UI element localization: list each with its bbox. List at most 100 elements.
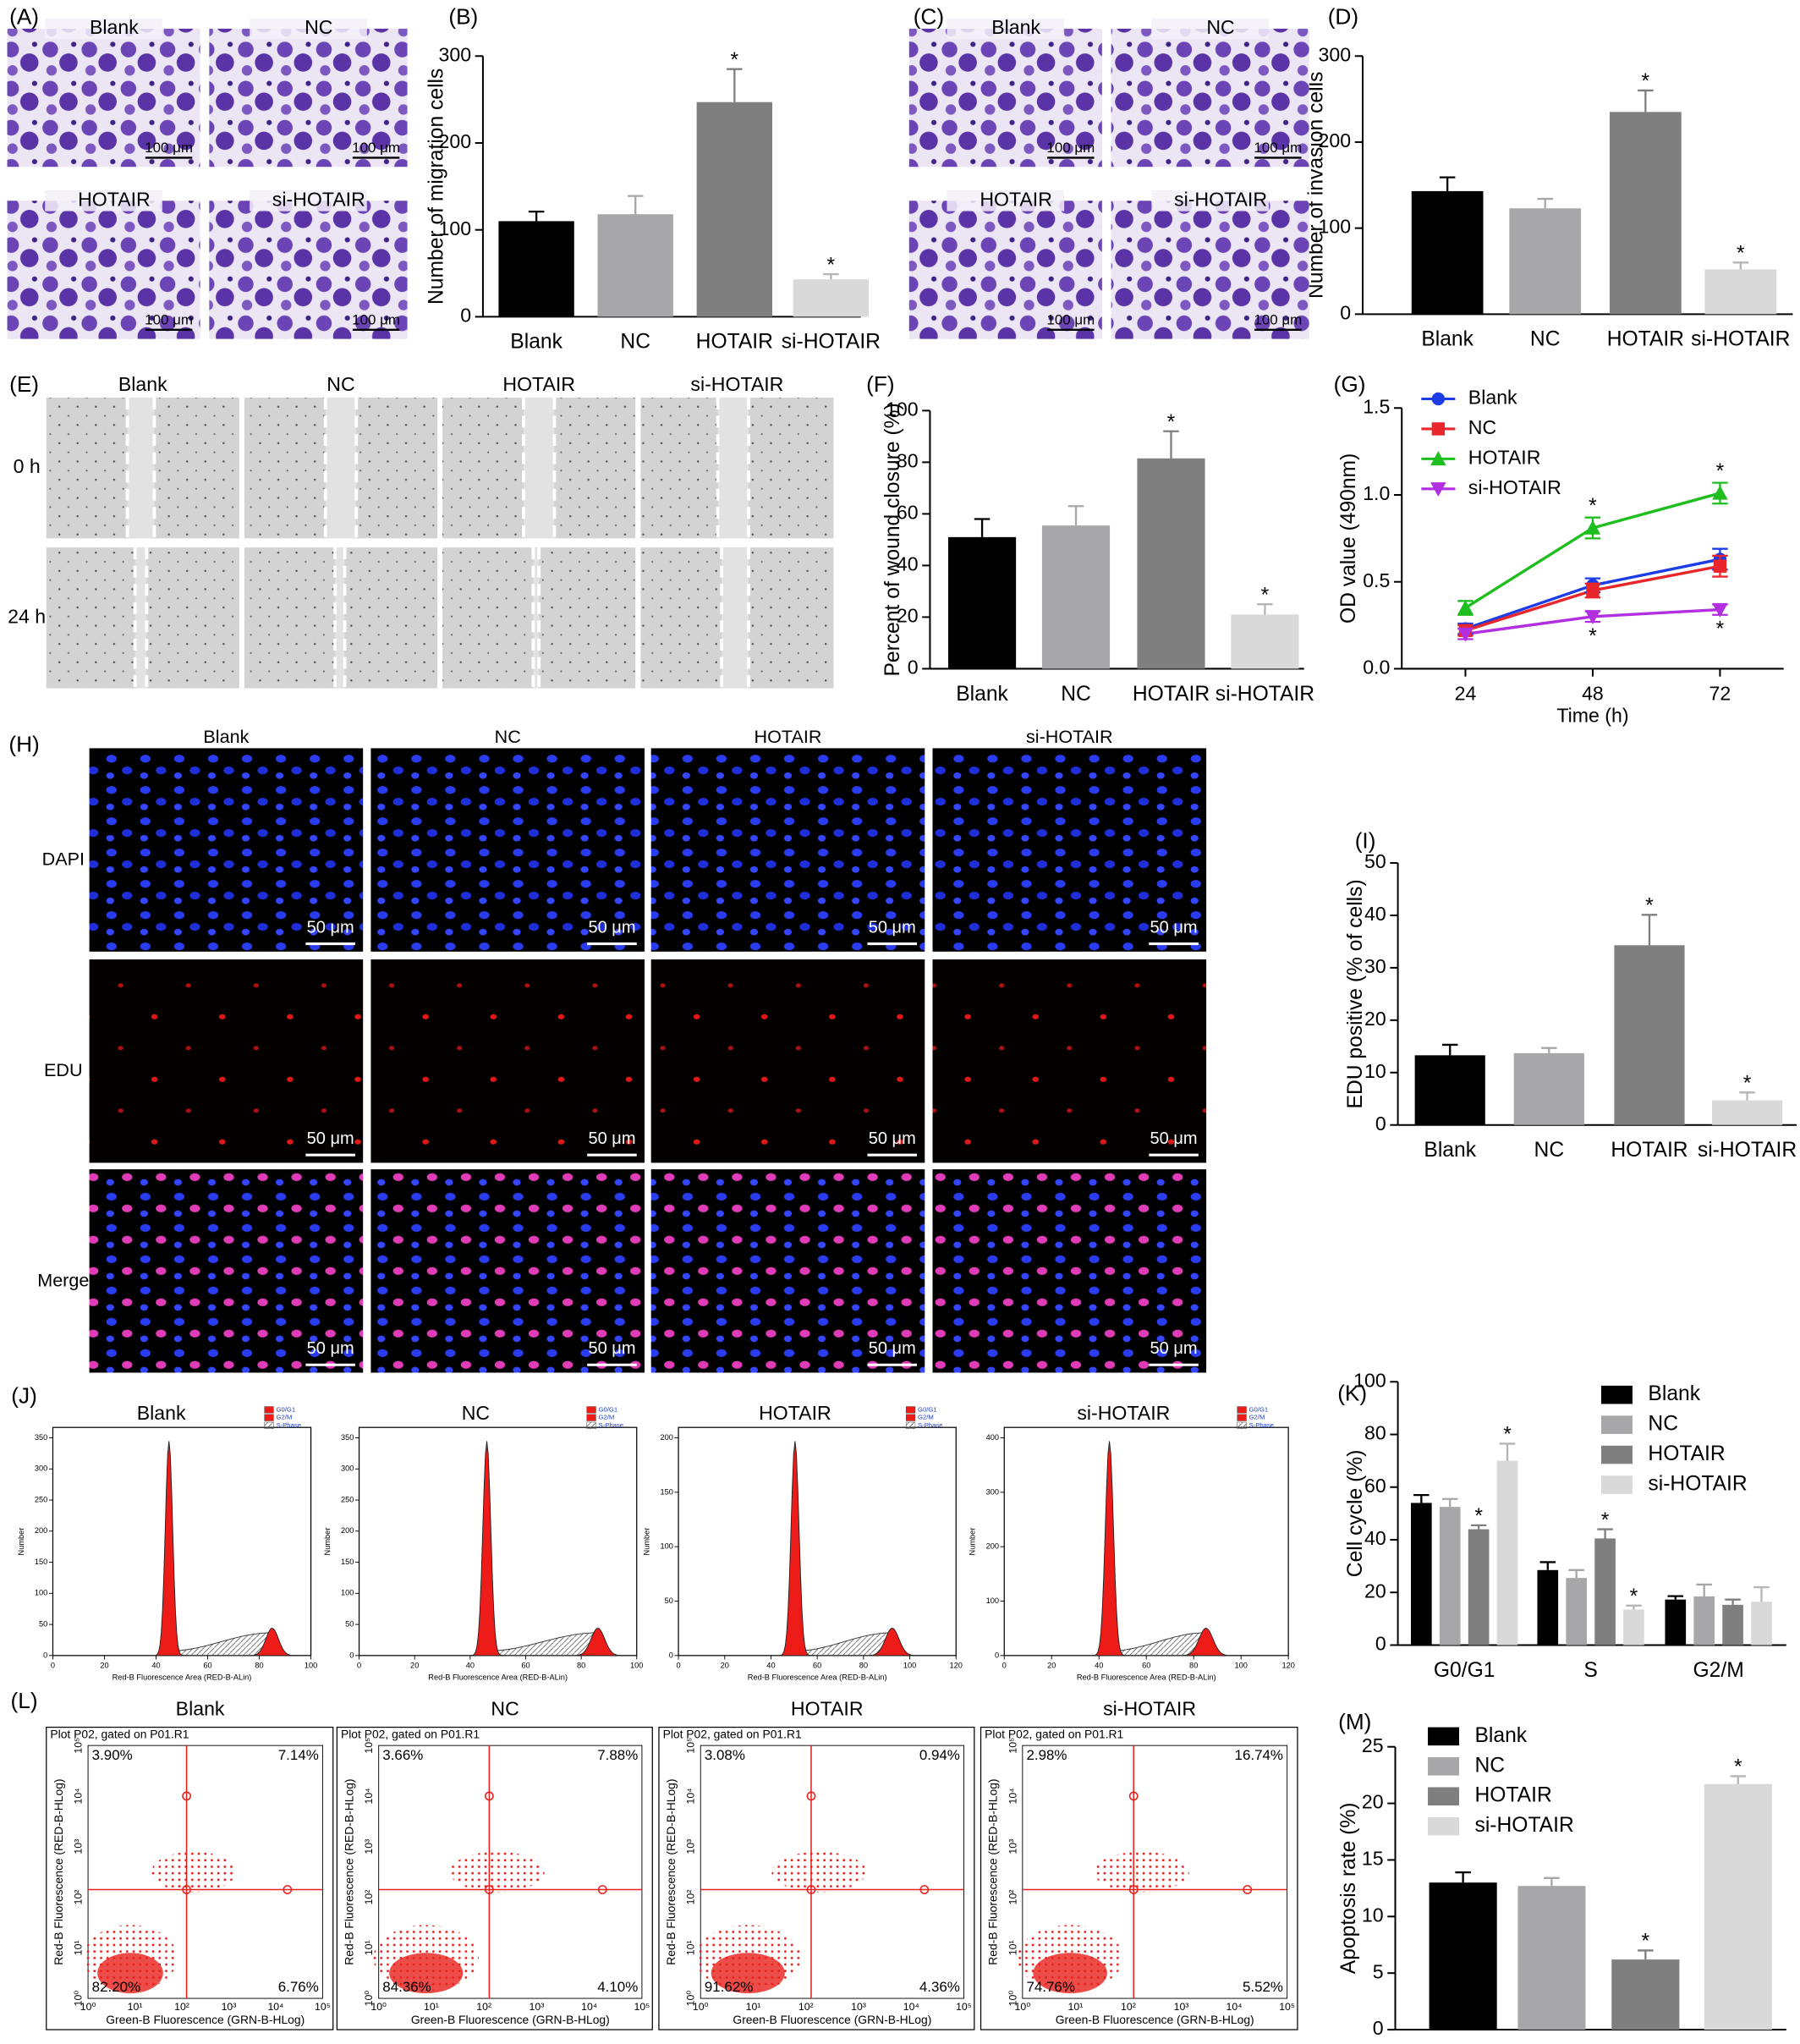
panel-label: (M) — [1338, 1709, 1371, 1734]
y-tick-label: 100 — [341, 1589, 354, 1597]
x-tick-label: NC — [1530, 328, 1561, 351]
y-tick-label: 30 — [1364, 955, 1386, 977]
x-tick-label: 60 — [521, 1662, 530, 1670]
marker — [1457, 627, 1473, 642]
x-tick-label: 10¹ — [1067, 2001, 1083, 2013]
x-tick-label: 10⁵ — [315, 2001, 331, 2013]
micrograph — [7, 201, 200, 339]
y-tick-label: 200 — [1319, 129, 1352, 151]
significance-mark: * — [1743, 1073, 1752, 1096]
y-axis-label: Number — [643, 1528, 651, 1556]
gate-handle — [182, 1885, 191, 1894]
y-tick-label: 0 — [1373, 2017, 1384, 2039]
significance-mark: * — [1589, 625, 1597, 648]
y-tick-label: 100 — [1319, 216, 1352, 238]
x-tick-label: NC — [620, 331, 650, 354]
y-tick-label: 40 — [897, 553, 919, 575]
legend-label: S-Phase — [277, 1421, 301, 1429]
y-tick-label: 60 — [897, 501, 919, 523]
cell-population — [151, 1851, 236, 1893]
bar — [1411, 1503, 1432, 1646]
bar — [1137, 458, 1205, 669]
x-tick-label: 80 — [577, 1662, 585, 1670]
fluorescence-image — [370, 748, 645, 952]
y-tick-label: 200 — [660, 1433, 672, 1442]
gate-handle — [1128, 1791, 1139, 1801]
y-tick-label: 250 — [35, 1495, 47, 1503]
y-tick-label: 0 — [1340, 301, 1351, 323]
legend-label: si-HOTAIR — [1474, 1814, 1573, 1837]
legend-swatch — [1428, 1757, 1460, 1776]
x-tick-label: 72 — [1709, 682, 1731, 704]
bar — [1041, 525, 1111, 669]
gate-label: Plot P02, gated on P01.R1 — [50, 1727, 189, 1740]
x-tick-label: 60 — [813, 1662, 821, 1670]
x-tick-label: 100 — [630, 1662, 643, 1670]
y-tick-label: 100 — [886, 398, 919, 420]
legend-label: Blank — [1474, 1724, 1527, 1747]
marker — [1430, 451, 1446, 466]
y-tick-label: 50 — [345, 1620, 354, 1629]
y-axis-label: Number of migration cells — [425, 69, 448, 305]
x-tick-label: 10⁴ — [903, 2001, 919, 2013]
scale-label: 100 μm — [352, 312, 400, 328]
legend-label: G0/G1 — [918, 1405, 937, 1413]
gate-label: Plot P02, gated on P01.R1 — [985, 1727, 1123, 1740]
significance-mark: * — [1167, 411, 1176, 434]
x-axis-label: Green-B Fluorescence (GRN-B-HLog) — [411, 2013, 610, 2026]
y-tick-label: 100 — [439, 217, 472, 239]
legend-swatch — [1428, 1816, 1460, 1836]
y-tick-label: 10² — [73, 1890, 85, 1905]
y-tick-label: 350 — [35, 1433, 47, 1442]
tile-title: HOTAIR — [980, 188, 1052, 210]
x-tick-label: 10⁵ — [1279, 2001, 1295, 2013]
y-tick-label: 10⁰ — [73, 1991, 85, 2007]
marker — [1712, 485, 1728, 500]
plot-area — [1022, 1745, 1288, 1999]
x-axis-label: Green-B Fluorescence (GRN-B-HLog) — [1056, 2013, 1254, 2026]
legend-label: HOTAIR — [1474, 1784, 1551, 1807]
gate-handle — [485, 1791, 494, 1801]
y-tick-label: 10³ — [363, 1839, 375, 1854]
fluorescence-image — [650, 748, 925, 952]
y-tick-label: 0 — [460, 305, 471, 327]
y-tick-label: 200 — [341, 1526, 354, 1535]
legend-swatch — [1600, 1385, 1633, 1404]
bar — [1704, 1783, 1772, 2030]
significance-mark: * — [1642, 70, 1650, 93]
y-tick-label: 10¹ — [363, 1940, 375, 1955]
cell-population — [449, 1851, 545, 1893]
y-tick-label: 0 — [349, 1651, 354, 1659]
marker — [1584, 610, 1601, 625]
plot-title: Blank — [137, 1402, 186, 1424]
tile-title: NC — [1206, 16, 1234, 38]
marker — [1584, 519, 1601, 535]
y-tick-label: 100 — [35, 1589, 47, 1597]
significance-mark: * — [1737, 243, 1745, 266]
y-tick-label: 10⁰ — [363, 1991, 375, 2007]
g1-peak — [1089, 1441, 1130, 1657]
x-tick-label: G0/G1 — [1434, 1659, 1495, 1682]
significance-mark: * — [1645, 895, 1654, 918]
wound-gap — [722, 547, 749, 689]
gate-handle — [919, 1885, 930, 1894]
x-tick-label: 0 — [51, 1662, 55, 1670]
tile-title: Blank — [991, 16, 1040, 38]
significance-mark: * — [1630, 1585, 1638, 1608]
x-tick-label: si-HOTAIR — [782, 331, 881, 354]
g1-peak — [151, 1441, 188, 1657]
scale-label: 100 μm — [1254, 312, 1302, 328]
y-tick-label: 10³ — [685, 1839, 697, 1854]
micrograph — [1111, 28, 1309, 168]
cell-population — [1033, 1953, 1107, 1994]
gate-label: Plot P02, gated on P01.R1 — [663, 1727, 802, 1740]
g2-peak — [575, 1627, 621, 1657]
y-axis-label: Red-B Fluorescence (RED-B-HLog) — [664, 1778, 678, 1964]
y-axis-label: Number — [969, 1528, 977, 1556]
panel-label: (A) — [9, 3, 39, 29]
quadrant-percent: 84.36% — [382, 1979, 431, 1995]
legend-swatch — [586, 1421, 596, 1429]
plot-area — [87, 1745, 323, 1999]
micrograph — [7, 28, 200, 168]
